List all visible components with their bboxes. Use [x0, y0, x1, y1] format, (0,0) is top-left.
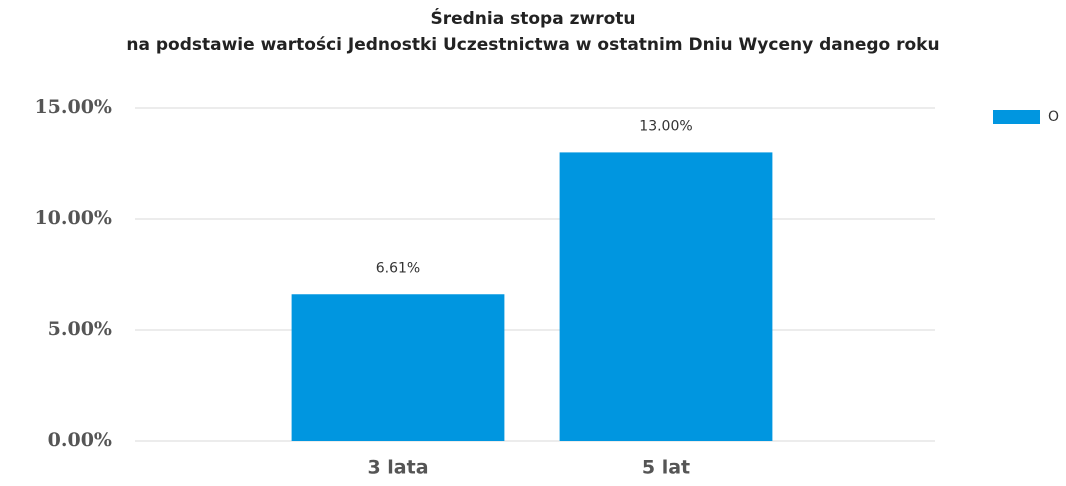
data-label: 6.61%: [376, 260, 420, 276]
data-label: 13.00%: [639, 118, 692, 134]
chart-title: Średnia stopa zwrotu: [430, 7, 635, 29]
y-tick-label: 5.00%: [48, 318, 112, 340]
legend-swatch: [993, 110, 1040, 124]
x-tick-label: 3 lata: [367, 457, 428, 479]
y-tick-label: 15.00%: [34, 96, 112, 118]
y-tick-label: 0.00%: [48, 429, 112, 451]
bar: [291, 294, 505, 441]
chart-subtitle: na podstawie wartości Jednostki Uczestni…: [126, 35, 939, 55]
x-tick-label: 5 lat: [642, 457, 690, 479]
bar: [559, 152, 773, 441]
y-tick-label: 10.00%: [34, 207, 112, 229]
legend-label: O: [1048, 109, 1059, 125]
